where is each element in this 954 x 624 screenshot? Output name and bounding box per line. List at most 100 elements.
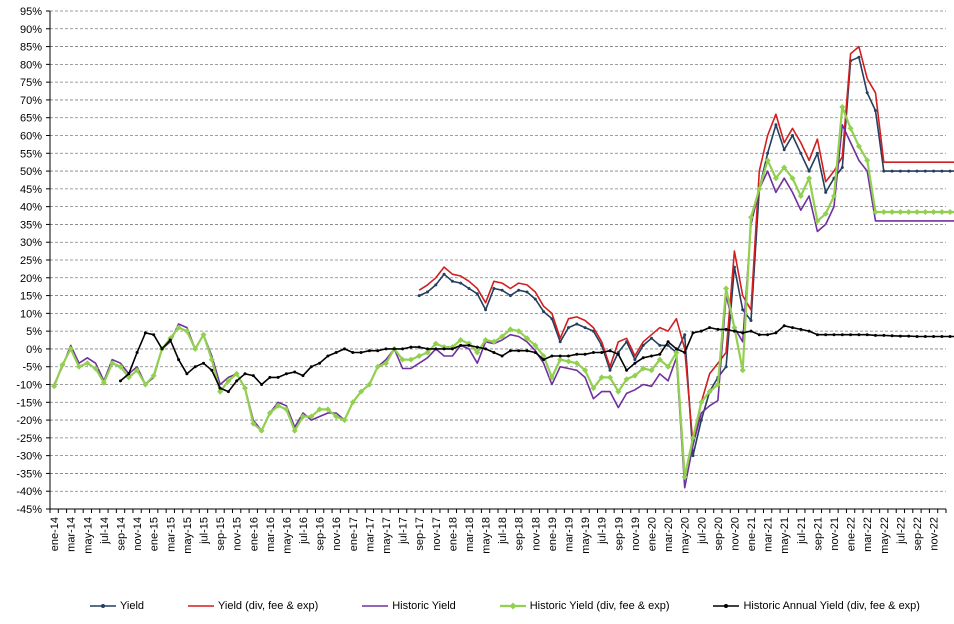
data-point [168, 338, 172, 342]
data-point [724, 327, 728, 331]
data-point [250, 420, 257, 427]
x-tick-label: sep-15 [215, 517, 227, 551]
x-tick-label: sep-20 [713, 517, 725, 551]
data-point [217, 388, 224, 395]
x-tick-label: ene-17 [348, 517, 360, 551]
series-group [53, 124, 954, 489]
data-point [208, 356, 215, 363]
data-point [384, 347, 388, 351]
y-tick-label: -25% [16, 433, 42, 445]
data-point [940, 169, 944, 173]
data-point [484, 347, 488, 351]
x-tick-label: mar-16 [265, 517, 277, 552]
data-point [100, 379, 107, 386]
data-point [359, 351, 363, 354]
y-tick-label: 70% [20, 95, 42, 107]
data-point [276, 375, 280, 379]
series-line [119, 324, 954, 393]
data-point [855, 143, 862, 150]
data-point [741, 308, 745, 312]
data-point [533, 351, 537, 354]
data-point [200, 331, 207, 338]
data-point [774, 123, 778, 127]
y-tick-label: 60% [20, 131, 42, 143]
data-point [426, 347, 429, 351]
data-point [500, 288, 504, 292]
data-point [242, 385, 248, 392]
x-tick-label: jul-22 [895, 517, 907, 545]
data-point [492, 351, 496, 354]
x-tick-label: sep-22 [912, 517, 924, 551]
data-point [640, 365, 647, 372]
x-tick-label: ene-14 [49, 517, 61, 551]
data-point [434, 347, 438, 351]
data-point [492, 287, 496, 290]
data-point [76, 363, 82, 370]
data-point [51, 383, 58, 390]
y-tick-label: 30% [20, 237, 42, 249]
data-point [683, 351, 687, 354]
data-point [938, 209, 945, 215]
data-point [374, 363, 381, 370]
data-point [567, 354, 570, 358]
data-point [932, 169, 936, 173]
data-point [681, 474, 688, 480]
data-point [764, 157, 771, 164]
data-point [847, 125, 854, 132]
series-group [51, 104, 954, 480]
y-tick-label: 10% [20, 308, 42, 320]
data-point [367, 349, 371, 353]
data-point [814, 217, 821, 224]
data-point [690, 434, 696, 441]
data-point [152, 333, 156, 337]
data-point [557, 356, 564, 363]
x-tick-label: jul-19 [597, 517, 609, 545]
data-point [749, 329, 753, 333]
data-point [799, 327, 803, 331]
data-point [874, 109, 877, 113]
y-tick-label: 95% [20, 6, 42, 18]
data-point [872, 209, 879, 215]
data-point [665, 363, 672, 370]
legend-item: Yield [90, 600, 144, 612]
data-point [366, 381, 373, 388]
data-point [607, 374, 613, 381]
data-point [459, 281, 463, 285]
data-point [598, 374, 605, 381]
data-point [789, 175, 796, 182]
legend: Yield Yield (div, fee & exp) Historic Yiel… [90, 596, 920, 616]
data-point [631, 372, 638, 379]
data-point [766, 333, 770, 337]
x-tick-label: nov-14 [132, 517, 144, 551]
data-point [343, 347, 346, 351]
x-tick-label: nov-22 [929, 517, 941, 551]
data-point [558, 354, 562, 358]
y-tick-label: -20% [16, 415, 42, 427]
data-point [756, 185, 763, 192]
data-point [416, 353, 423, 359]
legend-swatch [90, 604, 116, 608]
gridlines [46, 10, 946, 510]
data-point [183, 328, 190, 335]
x-tick-label: ene-16 [248, 517, 260, 551]
data-point [880, 209, 887, 215]
data-point [309, 365, 313, 369]
data-point [160, 347, 164, 351]
y-tick-label: 75% [20, 77, 42, 89]
x-tick-label: mar-15 [165, 517, 177, 552]
data-point [930, 209, 937, 215]
data-point [84, 360, 91, 367]
data-point [633, 361, 637, 365]
data-point [757, 333, 761, 337]
data-point [882, 169, 886, 173]
data-point [300, 413, 306, 420]
data-point [442, 347, 446, 351]
x-tick-label: sep-19 [613, 517, 625, 551]
x-tick-label: nov-15 [232, 517, 244, 551]
data-point [507, 326, 514, 333]
data-point [732, 329, 736, 333]
data-point [542, 358, 546, 362]
x-tick-label: mar-18 [464, 517, 476, 552]
data-point [417, 294, 421, 298]
legend-swatch [713, 604, 740, 608]
